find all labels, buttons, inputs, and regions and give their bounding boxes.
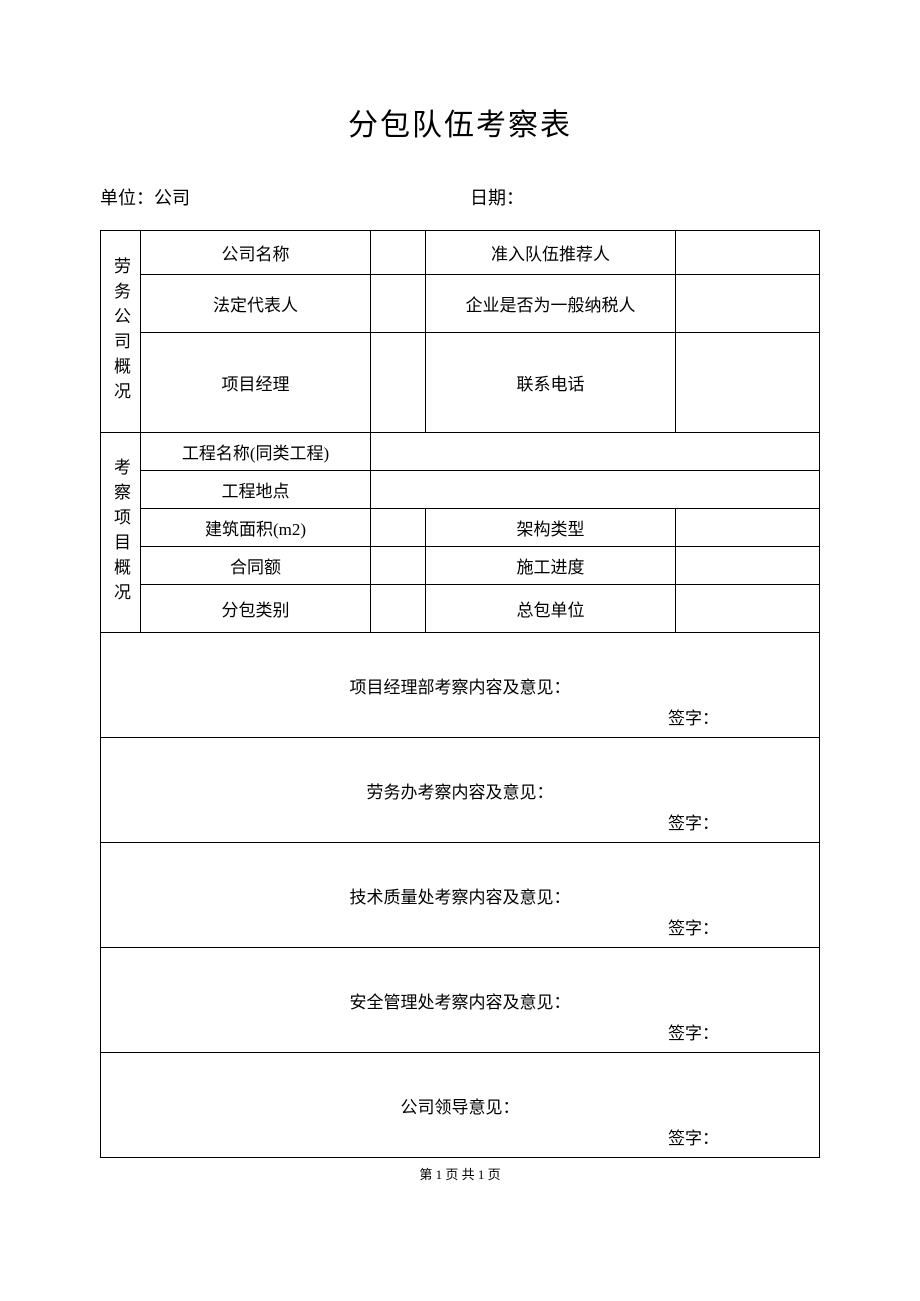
pm-label: 项目经理 bbox=[141, 333, 371, 433]
safety-title: 安全管理处考察内容及意见： bbox=[105, 988, 815, 1013]
section2-header: 考察项目概况 bbox=[101, 433, 141, 633]
unit-label: 单位：公司 bbox=[100, 184, 190, 210]
legal-rep-label: 法定代表人 bbox=[141, 275, 371, 333]
recommender-value bbox=[676, 231, 820, 275]
safety-sign: 签字： bbox=[668, 1019, 719, 1044]
contract-amount-value bbox=[371, 547, 426, 585]
area-value bbox=[371, 509, 426, 547]
pm-dept-opinion: 项目经理部考察内容及意见： 签字： bbox=[101, 633, 820, 738]
section1-header: 劳务公司概况 bbox=[101, 231, 141, 433]
project-name-label: 工程名称(同类工程) bbox=[141, 433, 371, 471]
date-label: 日期： bbox=[470, 184, 524, 210]
taxpayer-label: 企业是否为一般纳税人 bbox=[426, 275, 676, 333]
meta-row: 单位：公司 日期： bbox=[100, 184, 820, 210]
project-loc-label: 工程地点 bbox=[141, 471, 371, 509]
contract-amount-label: 合同额 bbox=[141, 547, 371, 585]
sub-type-label: 分包类别 bbox=[141, 585, 371, 633]
tech-quality-sign: 签字： bbox=[668, 914, 719, 939]
project-loc-value bbox=[371, 471, 820, 509]
structure-type-value bbox=[676, 509, 820, 547]
phone-value bbox=[676, 333, 820, 433]
pm-dept-sign: 签字： bbox=[668, 704, 719, 729]
labor-office-sign: 签字： bbox=[668, 809, 719, 834]
labor-office-title: 劳务办考察内容及意见： bbox=[105, 778, 815, 803]
progress-label: 施工进度 bbox=[426, 547, 676, 585]
company-name-label: 公司名称 bbox=[141, 231, 371, 275]
leader-opinion: 公司领导意见： 签字： bbox=[101, 1053, 820, 1158]
main-contractor-value bbox=[676, 585, 820, 633]
taxpayer-value bbox=[676, 275, 820, 333]
tech-quality-title: 技术质量处考察内容及意见： bbox=[105, 883, 815, 908]
phone-label: 联系电话 bbox=[426, 333, 676, 433]
leader-sign: 签字： bbox=[668, 1124, 719, 1149]
pm-dept-title: 项目经理部考察内容及意见： bbox=[105, 673, 815, 698]
company-name-value bbox=[371, 231, 426, 275]
area-label: 建筑面积(m2) bbox=[141, 509, 371, 547]
legal-rep-value bbox=[371, 275, 426, 333]
safety-opinion: 安全管理处考察内容及意见： 签字： bbox=[101, 948, 820, 1053]
page-footer: 第 1 页 共 1 页 bbox=[100, 1164, 820, 1183]
pm-value bbox=[371, 333, 426, 433]
leader-title: 公司领导意见： bbox=[105, 1093, 815, 1118]
sub-type-value bbox=[371, 585, 426, 633]
document-title: 分包队伍考察表 bbox=[100, 100, 820, 144]
inspection-table: 劳务公司概况 公司名称 准入队伍推荐人 法定代表人 企业是否为一般纳税人 项目经… bbox=[100, 230, 820, 1158]
structure-type-label: 架构类型 bbox=[426, 509, 676, 547]
recommender-label: 准入队伍推荐人 bbox=[426, 231, 676, 275]
progress-value bbox=[676, 547, 820, 585]
labor-office-opinion: 劳务办考察内容及意见： 签字： bbox=[101, 738, 820, 843]
main-contractor-label: 总包单位 bbox=[426, 585, 676, 633]
project-name-value bbox=[371, 433, 820, 471]
tech-quality-opinion: 技术质量处考察内容及意见： 签字： bbox=[101, 843, 820, 948]
